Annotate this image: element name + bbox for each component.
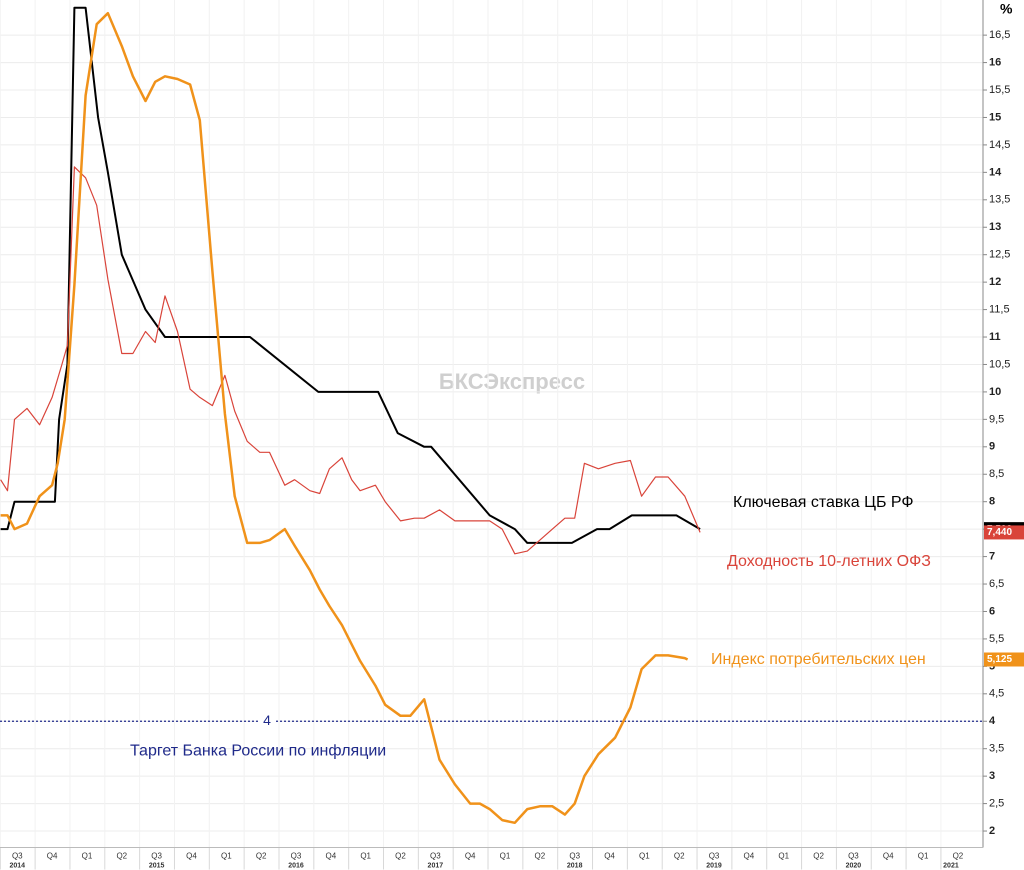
x-tick-label: Q4 <box>47 852 58 861</box>
x-tick-label: Q2 <box>395 852 406 861</box>
y-tick-label: 12,5 <box>989 249 1010 261</box>
x-year-label: 2020 <box>846 862 862 869</box>
y-tick-label: 10,5 <box>989 358 1010 370</box>
y-tick-label: 9 <box>989 441 995 453</box>
y-tick-label: 8,5 <box>989 468 1004 480</box>
x-year-label: 2019 <box>706 862 722 869</box>
x-tick-label: Q1 <box>500 852 511 861</box>
y-tick-label: 13 <box>989 221 1001 233</box>
x-tick-label: Q4 <box>604 852 615 861</box>
x-tick-label: Q4 <box>883 852 894 861</box>
x-tick-label: Q1 <box>82 852 93 861</box>
x-tick-label: Q4 <box>325 852 336 861</box>
y-tick-label: 2,5 <box>989 797 1004 809</box>
x-year-label: 2017 <box>428 862 444 869</box>
legend-label: Доходность 10-летних ОФЗ <box>727 553 931 570</box>
y-tick-label: 14,5 <box>989 139 1010 151</box>
y-tick-label: 11,5 <box>989 303 1010 315</box>
x-tick-label: Q2 <box>953 852 964 861</box>
x-tick-label: Q4 <box>744 852 755 861</box>
x-tick-label: Q1 <box>221 852 232 861</box>
y-tick-label: 2 <box>989 825 995 837</box>
x-tick-label: Q2 <box>535 852 546 861</box>
x-tick-label: Q3 <box>430 852 441 861</box>
x-tick-label: Q2 <box>813 852 824 861</box>
x-tick-label: Q3 <box>291 852 302 861</box>
x-tick-label: Q1 <box>360 852 371 861</box>
legend-label: Ключевая ставка ЦБ РФ <box>733 494 914 511</box>
x-year-label: 2015 <box>149 862 165 869</box>
y-tick-label: 14 <box>989 166 1002 178</box>
x-tick-label: Q4 <box>465 852 476 861</box>
x-tick-label: Q1 <box>778 852 789 861</box>
y-tick-label: 12 <box>989 276 1001 288</box>
target-value-bg <box>258 713 276 730</box>
x-year-label: 2018 <box>567 862 583 869</box>
target-label: Таргет Банка России по инфляции <box>130 742 386 759</box>
y-tick-label: 4 <box>989 715 996 727</box>
series-line <box>0 6 701 544</box>
series-line <box>0 11 689 825</box>
value-tag-bg <box>984 652 1024 667</box>
y-tick-label: 15 <box>989 111 1001 123</box>
target-value: 4 <box>263 712 271 728</box>
y-tick-label: 3,5 <box>989 743 1004 755</box>
y-tick-label: 16 <box>989 56 1001 68</box>
x-tick-label: Q2 <box>674 852 685 861</box>
y-tick-label: 15,5 <box>989 84 1010 96</box>
x-year-label: 2021 <box>943 862 959 869</box>
y-tick-label: 4,5 <box>989 688 1004 700</box>
value-tag: 5,125 <box>987 654 1012 665</box>
value-tag: 7,440 <box>987 527 1012 538</box>
x-tick-label: Q3 <box>151 852 162 861</box>
x-tick-label: Q4 <box>186 852 197 861</box>
watermark: БКСЭкспресс <box>439 369 585 394</box>
series-line <box>0 166 701 555</box>
y-tick-label: 13,5 <box>989 194 1010 206</box>
y-tick-label: 11 <box>989 331 1001 343</box>
y-tick-label: 7 <box>989 550 995 562</box>
x-tick-label: Q2 <box>116 852 127 861</box>
y-tick-label: 5,5 <box>989 633 1004 645</box>
x-tick-label: Q3 <box>709 852 720 861</box>
x-tick-label: Q2 <box>256 852 267 861</box>
legend-label: Индекс потребительских цен <box>711 651 926 668</box>
value-tag-bg <box>984 525 1024 540</box>
y-tick-label: 6 <box>989 605 995 617</box>
x-year-label: 2014 <box>9 862 25 869</box>
y-tick-label: 6,5 <box>989 578 1004 590</box>
x-tick-label: Q3 <box>848 852 859 861</box>
y-tick-label: 10 <box>989 386 1001 398</box>
y-tick-label: 3 <box>989 770 995 782</box>
y-unit: % <box>1000 1 1013 17</box>
x-year-label: 2016 <box>288 862 304 869</box>
x-tick-label: Q1 <box>918 852 929 861</box>
x-tick-label: Q1 <box>639 852 650 861</box>
x-tick-label: Q3 <box>12 852 23 861</box>
y-tick-label: 8 <box>989 496 995 508</box>
x-tick-label: Q3 <box>569 852 580 861</box>
y-tick-label: 9,5 <box>989 413 1004 425</box>
y-tick-label: 16,5 <box>989 29 1010 41</box>
